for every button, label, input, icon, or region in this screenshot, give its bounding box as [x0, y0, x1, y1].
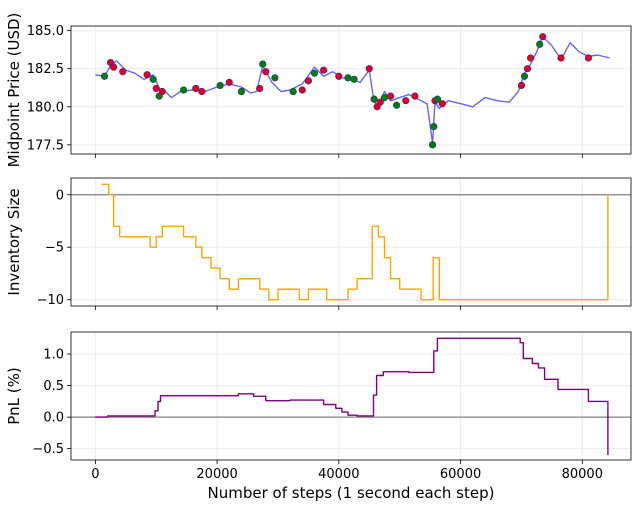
buy-marker	[350, 75, 358, 83]
sell-marker	[143, 71, 151, 79]
buy-marker	[237, 87, 246, 96]
buy-marker	[259, 60, 267, 68]
series-line-1-0	[101, 183, 609, 301]
y-tick-label: −0.5	[32, 442, 64, 457]
buy-marker	[310, 69, 319, 77]
y-tick-label: 0	[56, 188, 64, 203]
y-tick-label: −5	[45, 241, 64, 256]
sell-marker	[517, 81, 526, 90]
sell-marker	[438, 100, 446, 108]
buy-marker	[370, 95, 378, 103]
x-tick-label: 40000	[318, 467, 359, 482]
buy-marker	[433, 95, 442, 103]
buy-marker	[393, 101, 401, 109]
sell-marker	[402, 97, 410, 105]
series-line-0-0	[95, 36, 610, 145]
sell-marker	[411, 92, 419, 100]
sell-marker	[262, 68, 270, 76]
sell-marker	[198, 87, 206, 96]
y-tick-label: 0.0	[43, 411, 64, 426]
buy-marker	[536, 40, 544, 48]
x-tick-label: 20000	[196, 467, 237, 482]
buy-marker	[289, 87, 297, 96]
sell-marker	[225, 78, 233, 86]
buy-marker	[428, 141, 437, 149]
y-tick-label: 1.0	[43, 348, 64, 363]
sell-marker	[386, 92, 395, 100]
y-axis-label: PnL (%)	[5, 367, 23, 424]
buy-marker	[344, 74, 352, 82]
axes-frame-2	[70, 331, 632, 461]
sell-marker	[539, 33, 547, 41]
x-tick-label: 0	[91, 467, 99, 482]
sell-marker	[335, 72, 343, 80]
sell-marker	[152, 84, 160, 93]
y-tick-label: 182.5	[27, 62, 64, 77]
sell-marker	[298, 86, 306, 94]
y-tick-label: −10	[37, 293, 64, 308]
sell-marker	[110, 63, 118, 71]
buy-marker	[380, 94, 389, 102]
y-axis-label: Midpoint Price (USD)	[5, 13, 23, 168]
sell-marker	[158, 87, 166, 96]
buy-marker	[100, 72, 109, 80]
sell-marker	[523, 65, 532, 73]
series-line-2-0	[95, 337, 609, 455]
y-tick-label: 180.0	[27, 100, 64, 115]
y-axis-label: Inventory Size	[5, 188, 23, 295]
sell-marker	[365, 65, 373, 73]
buy-marker	[149, 75, 157, 83]
buy-marker	[430, 122, 438, 131]
buy-marker	[216, 81, 224, 90]
sell-marker	[526, 54, 535, 62]
sell-marker	[376, 98, 384, 106]
sell-marker	[256, 84, 264, 93]
sell-marker	[304, 77, 312, 85]
sell-marker	[192, 84, 200, 93]
sell-marker	[584, 54, 592, 62]
x-tick-label: 80000	[562, 467, 603, 482]
axes-frame-1	[70, 177, 632, 307]
y-tick-label: 0.5	[43, 379, 64, 394]
x-axis-label: Number of steps (1 second each step)	[208, 484, 495, 502]
sell-marker	[557, 54, 565, 62]
buy-marker	[180, 86, 188, 94]
y-tick-label: 177.5	[27, 138, 64, 153]
y-tick-label: 185.0	[27, 24, 64, 39]
sell-marker	[119, 68, 127, 76]
x-tick-label: 60000	[440, 467, 481, 482]
buy-marker	[271, 74, 279, 82]
sell-marker	[320, 66, 328, 74]
buy-marker	[520, 72, 529, 80]
axes-frame-0	[70, 25, 632, 155]
